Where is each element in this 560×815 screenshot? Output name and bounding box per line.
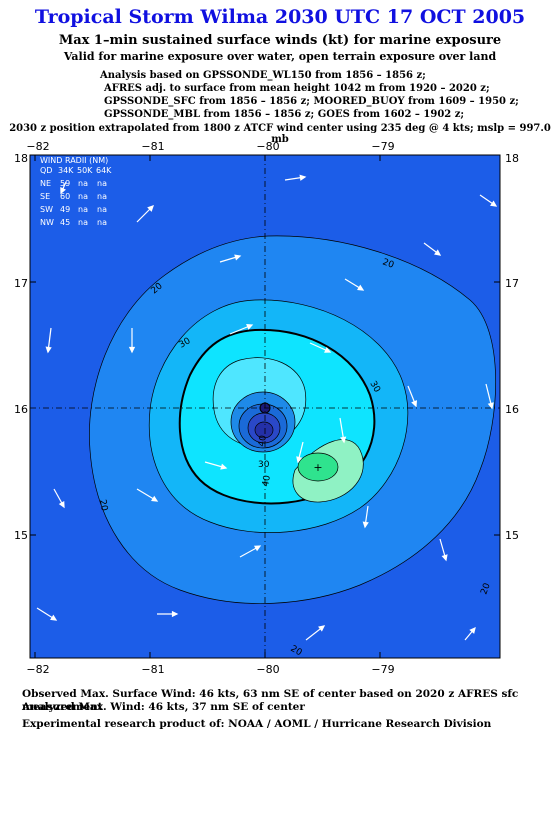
map-title: Tropical Storm Wilma 2030 UTC 17 OCT 200… [34,6,526,28]
wind-radii-header: WIND RADII (NM) [40,156,108,165]
wind-vector-head [147,205,154,212]
max-wind-core [297,452,339,482]
wind-radii-cell: na [97,192,107,201]
lon-label-top: −82 [26,140,49,153]
wind-radii-cell: 45 [60,218,70,227]
wind-vector-head [340,436,347,444]
wind-vector-head [45,346,52,354]
wind-vector-head [324,347,332,353]
wind-radii-col: QD [40,166,52,175]
position-note: 2030 z position extrapolated from 1800 z… [9,123,551,145]
wind-vector-head [362,521,369,529]
credit-line: Experimental research product of: NOAA /… [22,718,492,730]
lat-labels: 18 17 16 15 18 17 16 15 [14,152,519,542]
wind-radii-cell: na [97,205,107,214]
wind-vector-head [434,249,442,256]
wind-vector-head [58,501,65,509]
wind-radii-col: 64K [96,166,112,175]
source-line: AFRES adj. to surface from mean height 1… [104,83,490,94]
wind-radii-cell: SW [40,205,53,214]
lon-labels: −82 −81 −80 −79 −82 −81 −80 −79 [26,140,394,676]
wind-vector-head [357,284,365,291]
lon-label-top: −79 [371,140,394,153]
lon-label-top: −81 [141,140,164,153]
contour-label: 20 [97,499,109,512]
wind-radii-cell: na [78,192,88,201]
wind-vector-head [299,174,307,181]
wind-vector-head [128,346,136,354]
contour-label: 40 [257,434,269,447]
wind-vector-head [246,324,254,330]
lon-label-bottom: −82 [26,663,49,676]
wind-vector-head [171,610,179,618]
wind-vector-head [50,614,58,621]
wind-vector-head [469,626,476,634]
max-wind-marker-icon: + [313,461,322,474]
lat-label-left: 16 [14,403,28,416]
wind-vector-head [151,495,159,502]
wind-radii-cell: na [78,205,88,214]
lon-label-top: −80 [256,140,279,153]
lat-label-left: 18 [14,152,28,165]
wind-vector-head [220,463,228,470]
wind-vector-head [490,200,498,207]
wind-vectors [36,174,498,641]
wind-analysis-map: + −82 −81 −80 −79 −82 −81 −80 −79 18 17 … [14,140,519,676]
wind-radii-cell: na [78,218,88,227]
wind-vector-head [296,456,303,464]
contour-label: 20 [479,582,492,596]
contour-label: 20 [381,257,395,270]
wind-vector-head [411,400,418,408]
wind-radii-cell: 49 [60,205,70,214]
wind-radii-cell: SE [40,192,50,201]
wind-radii-col: 50K [77,166,93,175]
source-line: Analysis based on GPSSONDE_WL150 from 18… [100,70,426,81]
source-line: GPSSONDE_MBL from 1856 – 1856 z; GOES fr… [104,109,465,120]
wind-vector-head [318,625,326,632]
wind-radii-cell: NE [40,179,51,188]
observed-max-wind: Observed Max. Surface Wind: 46 kts, 63 n… [22,688,519,713]
wind-radii-cell: NW [40,218,54,227]
map-subtitle: Max 1–min sustained surface winds (kt) f… [58,33,502,48]
source-line: GPSSONDE_SFC from 1856 – 1856 z; MOORED_… [104,96,519,107]
wind-radii-col: 34K [58,166,74,175]
analyzed-max-wind: Analyzed Max. Wind: 46 kts, 37 nm SE of … [22,701,305,713]
lon-label-bottom: −80 [256,663,279,676]
lat-label-left: 15 [14,529,28,542]
lat-label-right: 16 [505,403,519,416]
axis-ticks [30,155,500,658]
lon-label-bottom: −79 [371,663,394,676]
wind-vector-head [487,402,494,410]
lat-label-left: 17 [14,277,28,290]
map-subtitle-valid: Valid for marine exposure over water, op… [63,50,497,63]
wind-vector-head [60,187,66,195]
contour-label: 40 [261,474,273,487]
wind-vector-head [441,554,448,562]
wind-radii-table: WIND RADII (NM) QD 34K 50K 64K NE 59 na … [40,156,112,227]
contour-label: 30 [258,460,270,470]
lat-label-right: 18 [505,152,519,165]
eye-ring-4 [254,421,274,439]
wind-radii-cell: 60 [60,192,70,201]
wind-vector-head [234,254,242,261]
wind-vector-head [254,545,262,552]
wind-radii-cell: na [78,179,88,188]
lon-label-bottom: −81 [141,663,164,676]
wind-radii-cell: na [97,218,107,227]
lat-label-right: 15 [505,529,519,542]
wind-radii-cell: na [97,179,107,188]
lat-label-right: 17 [505,277,519,290]
